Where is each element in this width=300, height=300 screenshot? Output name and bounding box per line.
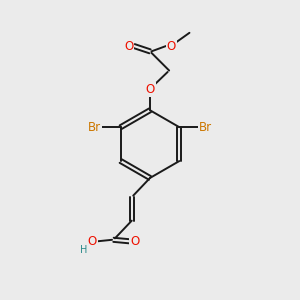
- Text: O: O: [124, 40, 134, 52]
- Text: O: O: [146, 83, 154, 96]
- Text: O: O: [88, 235, 97, 248]
- Text: Br: Br: [199, 121, 212, 134]
- Text: O: O: [130, 235, 139, 248]
- Text: Br: Br: [88, 121, 101, 134]
- Text: H: H: [80, 244, 88, 254]
- Text: O: O: [167, 40, 176, 52]
